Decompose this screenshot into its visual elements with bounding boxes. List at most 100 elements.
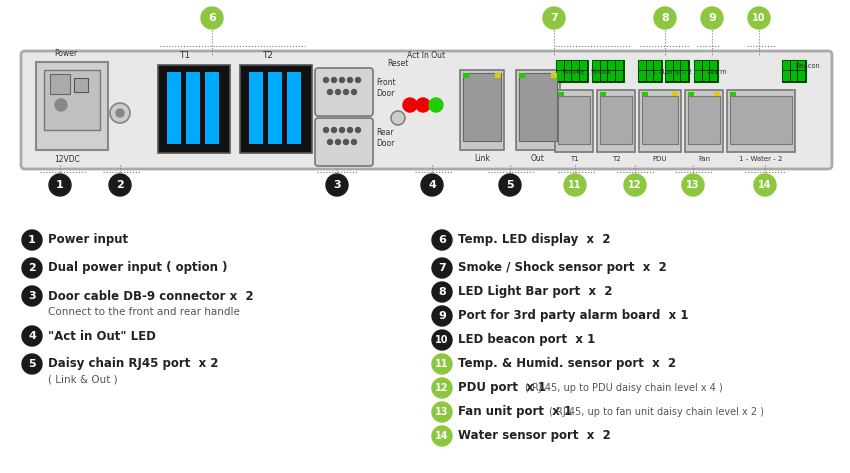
Bar <box>665 60 689 82</box>
Bar <box>694 60 718 82</box>
Bar <box>703 71 710 81</box>
Text: 1: 1 <box>56 180 64 190</box>
Circle shape <box>429 98 443 112</box>
Bar <box>654 61 661 70</box>
Text: 4: 4 <box>28 331 36 341</box>
Circle shape <box>421 174 443 196</box>
Bar <box>798 71 805 81</box>
Text: Water sensor port  x  2: Water sensor port x 2 <box>458 429 611 443</box>
Text: 1 - Water - 2: 1 - Water - 2 <box>740 156 783 162</box>
Bar <box>609 71 615 81</box>
Bar <box>268 72 282 144</box>
Circle shape <box>416 98 430 112</box>
Bar <box>783 71 790 81</box>
Text: 12: 12 <box>628 180 642 190</box>
Bar <box>564 61 571 70</box>
Bar <box>639 61 646 70</box>
Text: 7: 7 <box>438 263 446 273</box>
Bar <box>790 61 797 70</box>
Circle shape <box>701 7 723 29</box>
Circle shape <box>22 326 42 346</box>
Circle shape <box>327 140 332 144</box>
Circle shape <box>564 174 586 196</box>
FancyBboxPatch shape <box>315 68 373 116</box>
Circle shape <box>109 174 131 196</box>
Text: Smoke / Shock sensor port  x  2: Smoke / Shock sensor port x 2 <box>458 262 666 274</box>
Bar <box>516 70 560 150</box>
Text: 6: 6 <box>438 235 446 245</box>
Text: Rear
Door: Rear Door <box>376 128 394 148</box>
Bar <box>495 73 501 78</box>
Text: Out: Out <box>531 154 545 163</box>
Bar <box>674 71 680 81</box>
Circle shape <box>22 258 42 278</box>
Text: Temp. LED display  x  2: Temp. LED display x 2 <box>458 234 610 246</box>
Text: T2: T2 <box>612 156 620 162</box>
Text: 5: 5 <box>507 180 513 190</box>
Bar <box>551 73 557 78</box>
Circle shape <box>332 128 337 132</box>
Bar <box>647 71 654 81</box>
Bar <box>581 71 587 81</box>
Text: Link: Link <box>474 154 490 163</box>
Text: Power: Power <box>54 49 77 58</box>
Bar <box>727 90 795 152</box>
Text: Power input: Power input <box>48 234 128 246</box>
Circle shape <box>348 128 353 132</box>
Text: 3: 3 <box>28 291 36 301</box>
Text: 13: 13 <box>435 407 449 417</box>
FancyBboxPatch shape <box>21 51 832 169</box>
Text: "Act in Out" LED: "Act in Out" LED <box>48 330 156 342</box>
Bar <box>688 92 694 96</box>
Text: PDU: PDU <box>653 156 667 162</box>
Bar <box>647 61 654 70</box>
Circle shape <box>343 140 348 144</box>
Circle shape <box>682 174 704 196</box>
Circle shape <box>352 89 356 95</box>
Text: Temp. & Humid. sensor port  x  2: Temp. & Humid. sensor port x 2 <box>458 358 676 370</box>
Circle shape <box>432 354 452 374</box>
Bar <box>782 60 806 82</box>
Circle shape <box>49 174 71 196</box>
Text: 11: 11 <box>569 180 581 190</box>
Circle shape <box>55 99 67 111</box>
Circle shape <box>327 89 332 95</box>
Bar <box>674 61 680 70</box>
Bar <box>287 72 301 144</box>
Bar <box>593 61 600 70</box>
Bar <box>557 61 564 70</box>
Circle shape <box>432 426 452 446</box>
Circle shape <box>343 89 348 95</box>
Circle shape <box>22 230 42 250</box>
FancyBboxPatch shape <box>315 118 373 166</box>
Bar <box>249 72 263 144</box>
Text: ( RJ-45, up to fan unit daisy chain level x 2 ): ( RJ-45, up to fan unit daisy chain leve… <box>549 407 764 417</box>
Text: PDU port  x 1 ( RJ-45, up to PDU daisy chain level x 4 ): PDU port x 1 ( RJ-45, up to PDU daisy ch… <box>458 382 819 394</box>
Bar <box>556 60 588 82</box>
Circle shape <box>432 306 452 326</box>
Bar <box>519 73 557 141</box>
Text: Act In Out: Act In Out <box>407 51 445 60</box>
Circle shape <box>355 128 360 132</box>
Text: 9: 9 <box>708 13 716 23</box>
Bar <box>573 71 579 81</box>
Circle shape <box>116 109 124 117</box>
Circle shape <box>355 78 360 82</box>
Text: PDU port  x 1: PDU port x 1 <box>458 382 550 394</box>
Text: 12VDC: 12VDC <box>54 155 80 164</box>
Bar <box>555 90 593 152</box>
Circle shape <box>754 174 776 196</box>
Circle shape <box>332 78 337 82</box>
Bar <box>573 61 579 70</box>
Bar <box>783 61 790 70</box>
Text: T2: T2 <box>263 51 274 60</box>
Bar <box>730 96 792 144</box>
Text: Front
Door: Front Door <box>376 79 395 98</box>
Circle shape <box>352 140 356 144</box>
Text: Alarm: Alarm <box>708 69 728 75</box>
Bar <box>463 73 469 78</box>
Circle shape <box>324 78 328 82</box>
Text: 3: 3 <box>333 180 341 190</box>
Text: 1: 1 <box>28 235 36 245</box>
Circle shape <box>22 286 42 306</box>
